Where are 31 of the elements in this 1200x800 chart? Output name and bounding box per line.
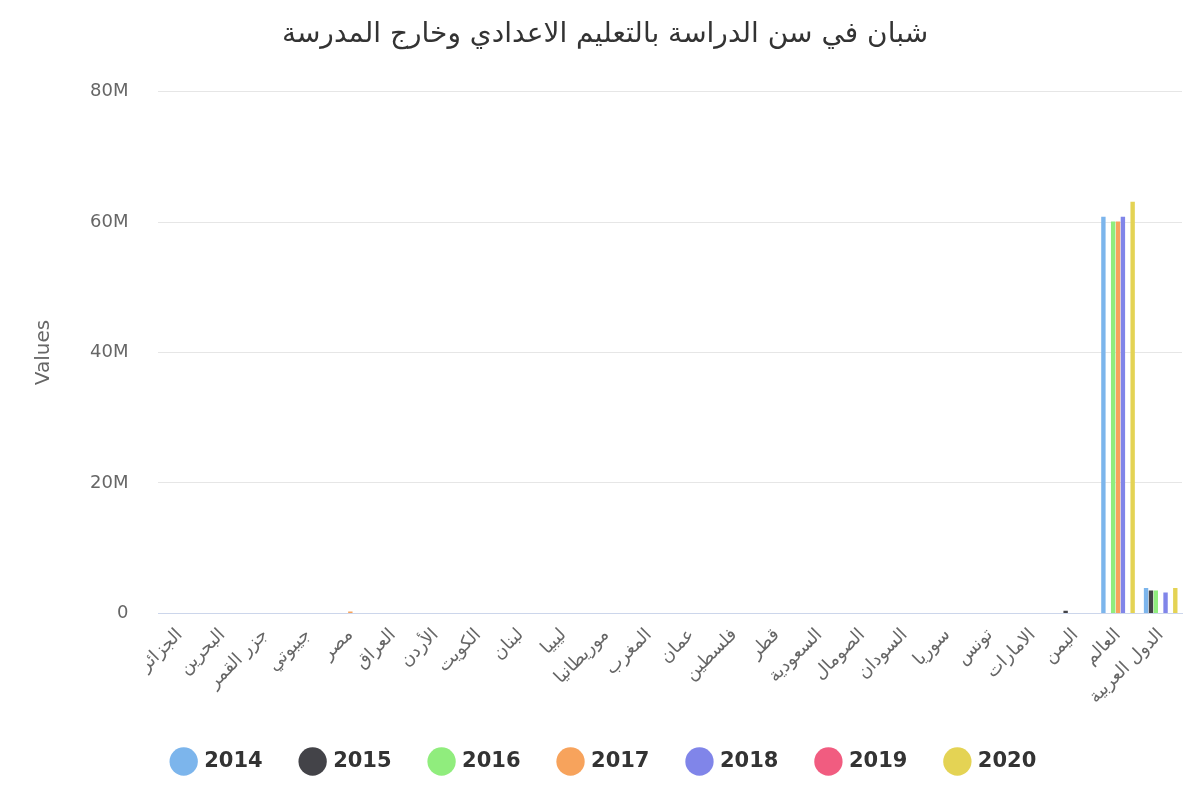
y-axis-title: Values: [30, 319, 55, 386]
bar: [1163, 592, 1168, 613]
bar: [1101, 216, 1106, 613]
legend-label: 2018: [719, 747, 779, 772]
legend-label: 2014: [204, 747, 263, 772]
bar: [1143, 587, 1149, 613]
y-tick-label: 0: [116, 601, 129, 623]
x-tick-label: الأردن: [394, 623, 442, 671]
x-tick-label: اليمن: [1038, 623, 1083, 668]
y-tick-label: 60M: [90, 209, 129, 231]
x-tick-label: مصر: [316, 623, 358, 665]
chart-title: شبان في سن الدراسة بالتعليم الاعدادي وخارج المدرسة: [281, 16, 929, 51]
bar: [1153, 590, 1158, 613]
legend-label: 2020: [977, 747, 1037, 772]
y-tick-label: 80M: [90, 79, 129, 101]
legend-label: 2017: [591, 747, 650, 772]
y-tick-label: 20M: [90, 470, 129, 492]
bar: [1115, 221, 1121, 613]
bar: [1173, 587, 1178, 613]
x-tick-label: لبنان: [487, 623, 528, 663]
legend-label: 2019: [848, 747, 908, 772]
bar: [1110, 221, 1116, 613]
x-tick-label: عمان: [654, 623, 698, 667]
bar: [1130, 201, 1135, 613]
legend-label: 2016: [462, 747, 521, 772]
legend-label: 2015: [333, 747, 392, 772]
bar: [1063, 610, 1068, 613]
bar: [1120, 216, 1126, 613]
bar: [1148, 590, 1154, 613]
y-tick-label: 40M: [90, 340, 129, 362]
x-tick-label: سوريا: [907, 623, 955, 670]
